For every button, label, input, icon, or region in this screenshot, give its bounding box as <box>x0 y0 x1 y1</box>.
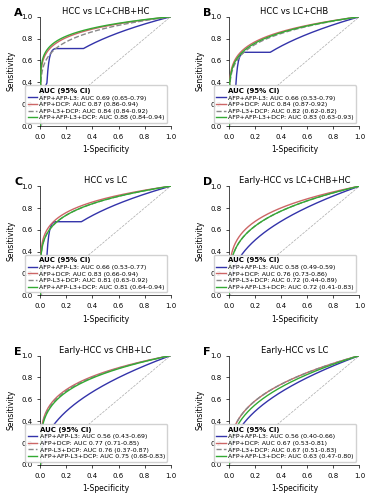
Text: E: E <box>15 347 22 357</box>
X-axis label: 1-Specificity: 1-Specificity <box>271 484 318 493</box>
X-axis label: 1-Specificity: 1-Specificity <box>271 314 318 324</box>
X-axis label: 1-Specificity: 1-Specificity <box>82 314 129 324</box>
X-axis label: 1-Specificity: 1-Specificity <box>82 484 129 493</box>
X-axis label: 1-Specificity: 1-Specificity <box>271 145 318 154</box>
Text: A: A <box>15 8 23 18</box>
Text: F: F <box>203 347 211 357</box>
Y-axis label: Sensitivity: Sensitivity <box>7 390 16 430</box>
Text: D: D <box>203 178 212 188</box>
Y-axis label: Sensitivity: Sensitivity <box>196 51 205 92</box>
Legend: AUC (95% CI), AFP+AFP-L3: AUC 0.66 (0.53-0.77), AFP+DCP: AUC 0.83 (0.66-0.94), A: AUC (95% CI), AFP+AFP-L3: AUC 0.66 (0.53… <box>25 255 167 292</box>
Y-axis label: Sensitivity: Sensitivity <box>7 220 16 261</box>
Text: B: B <box>203 8 212 18</box>
Legend: AUC (95% CI), AFP+AFP-L3: AUC 0.66 (0.53-0.79), AFP+DCP: AUC 0.84 (0.87-0.92), A: AUC (95% CI), AFP+AFP-L3: AUC 0.66 (0.53… <box>214 86 356 123</box>
Legend: AUC (95% CI), AFP+AFP-L3: AUC 0.69 (0.65-0.79), AFP+DCP: AUC 0.87 (0.86-0.94), A: AUC (95% CI), AFP+AFP-L3: AUC 0.69 (0.65… <box>25 86 167 123</box>
Y-axis label: Sensitivity: Sensitivity <box>7 51 16 92</box>
Legend: AUC (95% CI), AFP+AFP-L3: AUC 0.58 (0.49-0.59), AFP+DCP: AUC 0.76 (0.73-0.86), A: AUC (95% CI), AFP+AFP-L3: AUC 0.58 (0.49… <box>214 255 356 292</box>
Title: Early-HCC vs LC: Early-HCC vs LC <box>261 346 328 355</box>
Title: Early-HCC vs LC+CHB+HC: Early-HCC vs LC+CHB+HC <box>238 176 350 186</box>
Title: HCC vs LC: HCC vs LC <box>84 176 127 186</box>
Y-axis label: Sensitivity: Sensitivity <box>196 390 205 430</box>
Text: C: C <box>15 178 22 188</box>
Legend: AUC (95% CI), AFP+AFP-L3: AUC 0.56 (0.40-0.66), AFP+DCP: AUC 0.67 (0.53-0.81), A: AUC (95% CI), AFP+AFP-L3: AUC 0.56 (0.40… <box>214 424 356 462</box>
Title: HCC vs LC+CHB: HCC vs LC+CHB <box>260 7 328 16</box>
Title: HCC vs LC+CHB+HC: HCC vs LC+CHB+HC <box>62 7 149 16</box>
Legend: AUC (95% CI), AFP+AFP-L3: AUC 0.56 (0.43-0.69), AFP+DCP: AUC 0.77 (0.71-0.85), A: AUC (95% CI), AFP+AFP-L3: AUC 0.56 (0.43… <box>25 424 167 462</box>
X-axis label: 1-Specificity: 1-Specificity <box>82 145 129 154</box>
Y-axis label: Sensitivity: Sensitivity <box>196 220 205 261</box>
Title: Early-HCC vs CHB+LC: Early-HCC vs CHB+LC <box>59 346 152 355</box>
